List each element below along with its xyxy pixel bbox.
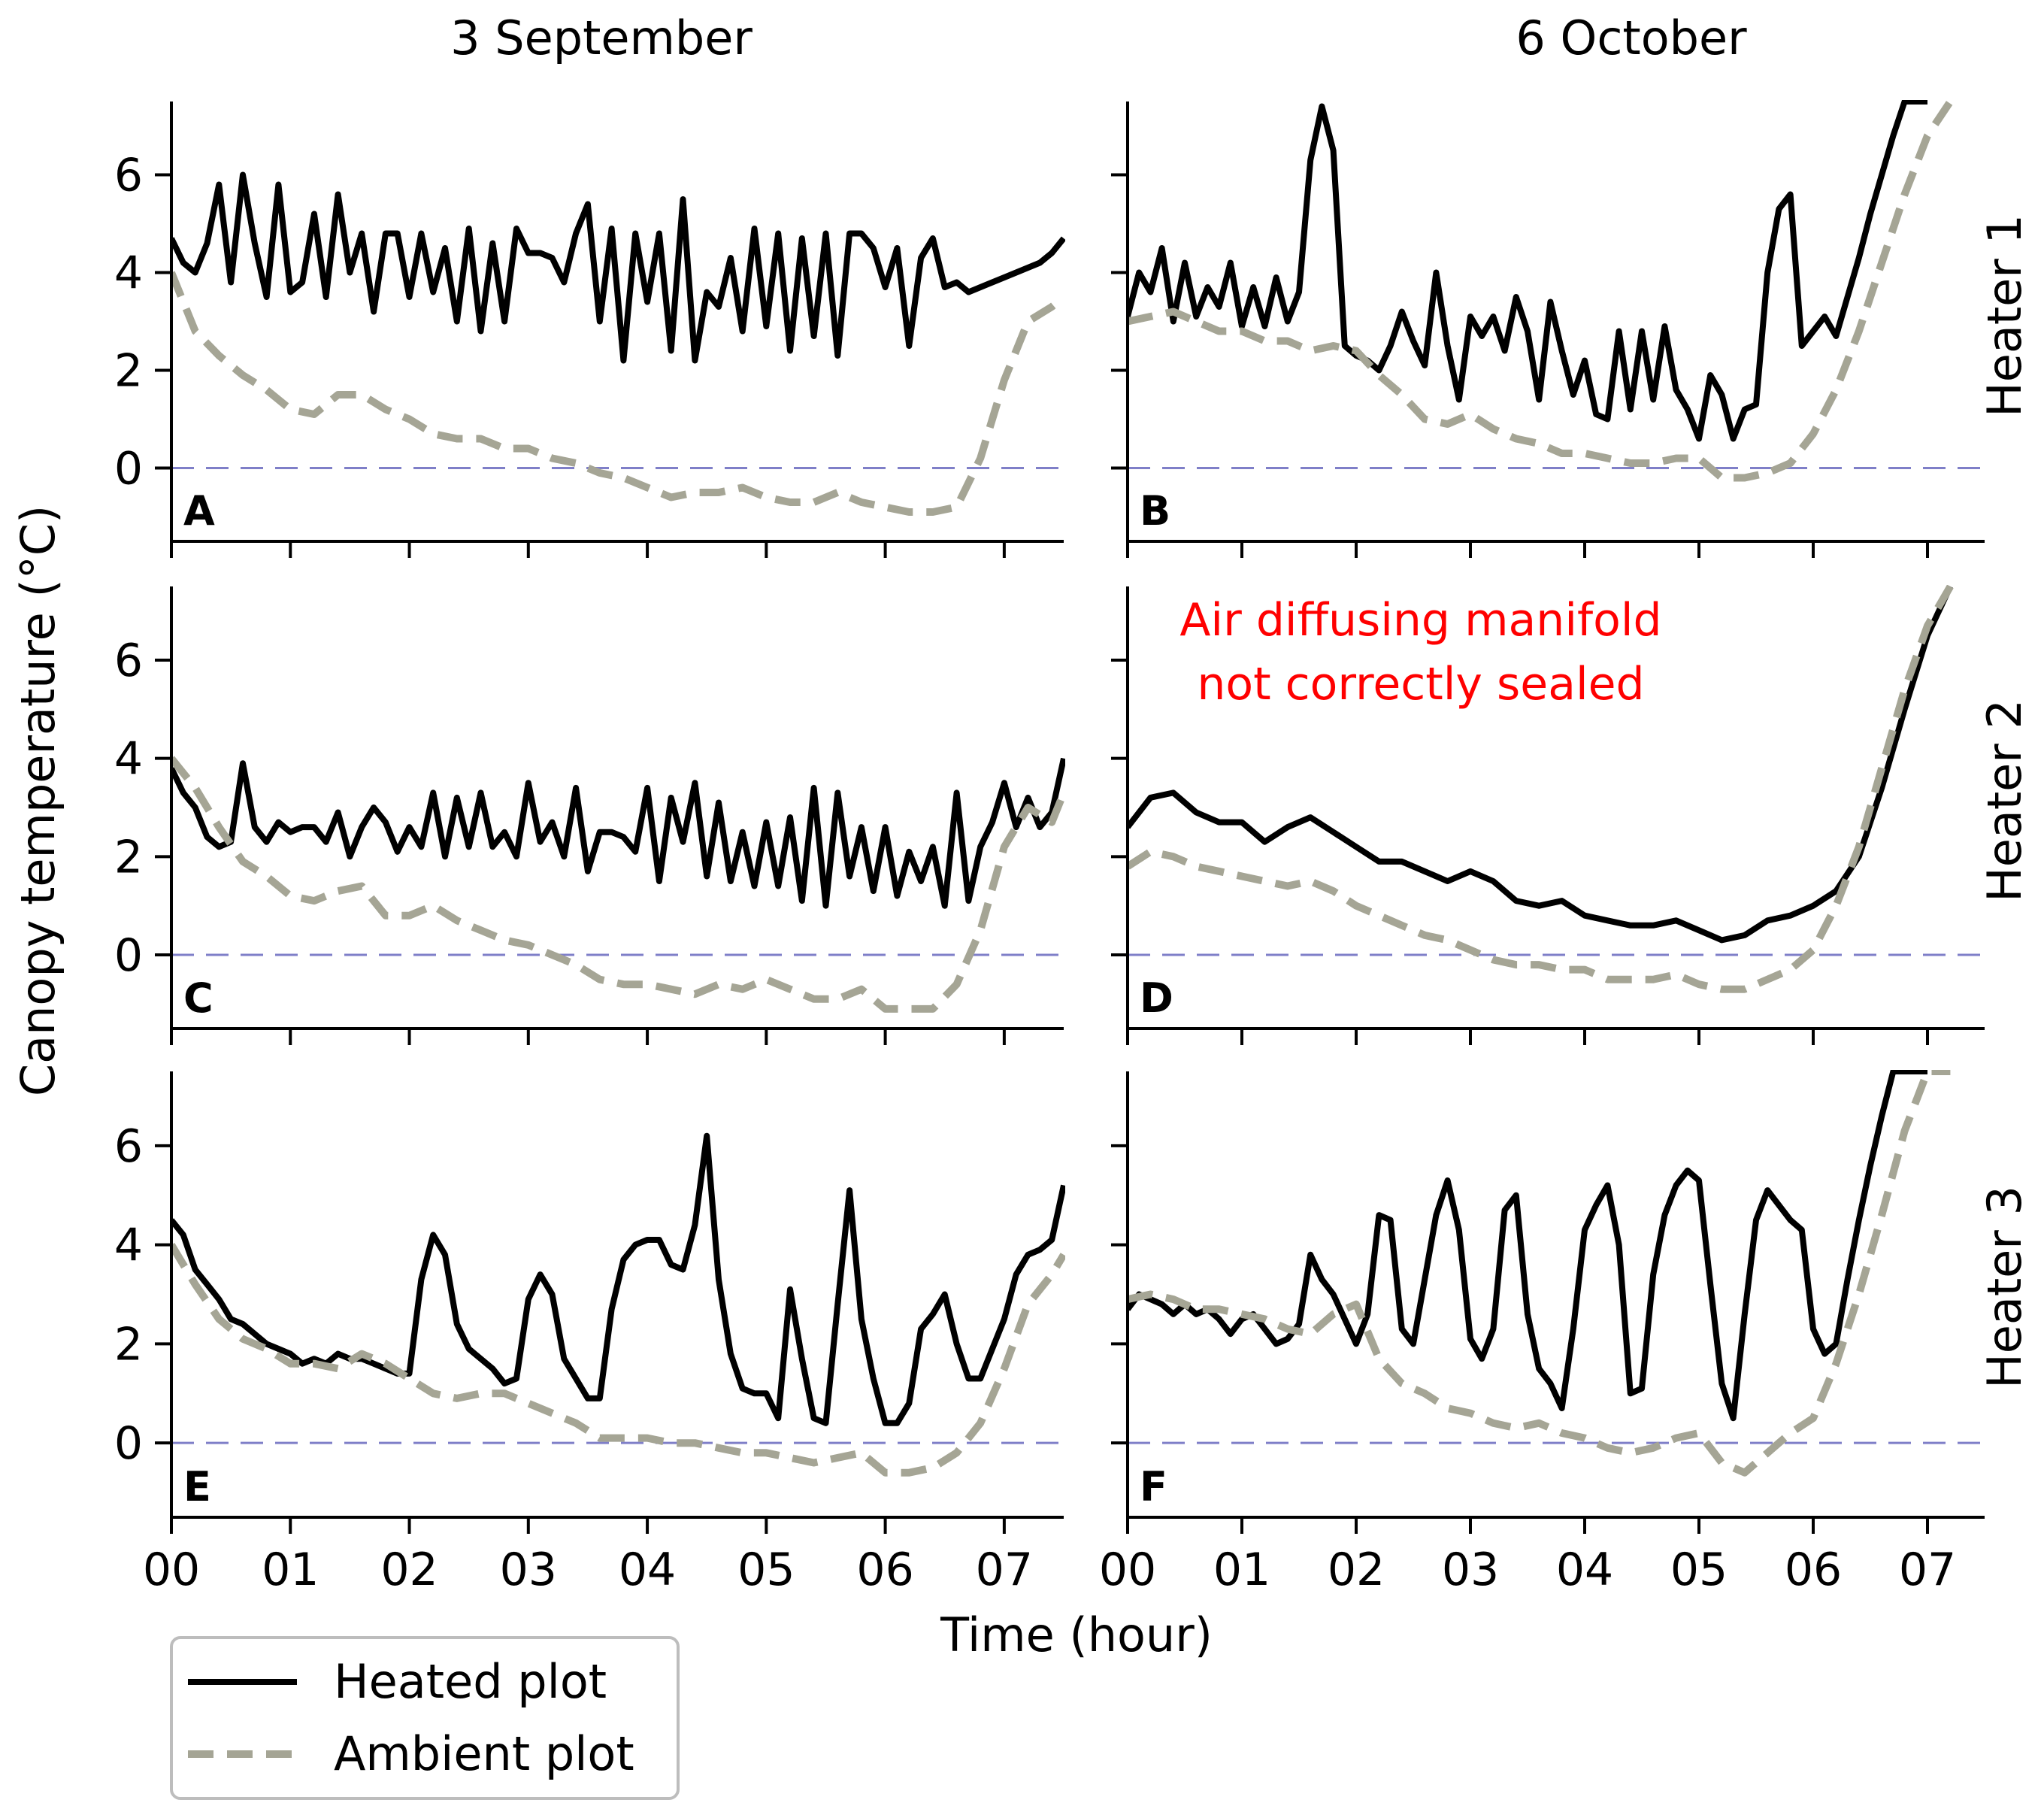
- x-tick-label: 04: [619, 1544, 676, 1596]
- x-tick-label: 00: [1099, 1544, 1156, 1596]
- series-line-heated: [171, 757, 1065, 909]
- column-title-left: 3 September: [450, 11, 752, 65]
- x-tick-label: 03: [1442, 1544, 1499, 1596]
- x-tick-label: 05: [737, 1544, 795, 1596]
- series-line-heated: [1128, 585, 1954, 944]
- panel-letter: F: [1140, 1463, 1167, 1510]
- x-tick-label: 04: [1556, 1544, 1613, 1596]
- x-axis-title: Time (hour): [940, 1607, 1213, 1662]
- y-tick-label: 4: [114, 1220, 143, 1272]
- panel-letter: D: [1140, 974, 1173, 1022]
- row-label-heater-2: Heater 2: [1977, 699, 2032, 902]
- y-axis-title: Canopy temperature (°C): [11, 505, 65, 1096]
- x-tick-label: 06: [1785, 1544, 1842, 1596]
- y-tick-label: 2: [114, 1318, 143, 1371]
- x-tick-label: 05: [1670, 1544, 1728, 1596]
- x-tick-label: 07: [1899, 1544, 1956, 1596]
- legend-label-heated: Heated plot: [334, 1654, 607, 1709]
- column-title-right: 6 October: [1516, 11, 1747, 65]
- y-tick-label: 6: [114, 1120, 143, 1173]
- series-line-ambient: [171, 1243, 1065, 1477]
- x-tick-label: 07: [976, 1544, 1033, 1596]
- series-line-heated: [171, 171, 1065, 364]
- x-tick-label: 03: [500, 1544, 557, 1596]
- legend: Heated plot Ambient plot: [170, 1636, 680, 1800]
- panel-f: 00 01 02 03 04 05 06 07 F: [1099, 1070, 1985, 1596]
- x-tick-label: 02: [1328, 1544, 1385, 1596]
- y-tick-label: 6: [114, 150, 143, 202]
- y-tick-label: 2: [114, 345, 143, 398]
- panel-letter: A: [183, 487, 215, 535]
- x-tick-label: 01: [1213, 1544, 1270, 1596]
- panel-letter: B: [1140, 487, 1170, 535]
- x-tick-label: 06: [856, 1544, 913, 1596]
- y-tick-label: 4: [114, 733, 143, 786]
- series-line-heated: [1128, 1070, 1927, 1422]
- x-tick-label: 01: [262, 1544, 319, 1596]
- panel-letter: C: [183, 974, 213, 1022]
- series-line-ambient: [1128, 1070, 1951, 1477]
- series-line-ambient: [171, 756, 1065, 1013]
- panel-a: 0 2 4 6 A: [114, 102, 1065, 558]
- y-tick-label: 0: [114, 929, 143, 982]
- legend-label-ambient: Ambient plot: [334, 1726, 634, 1781]
- legend-frame: [170, 1636, 680, 1800]
- y-tick-label: 4: [114, 247, 143, 300]
- panel-annotation-line-1: Air diffusing manifold: [1179, 594, 1661, 647]
- series-line-ambient: [1128, 585, 1954, 993]
- series-line-heated: [171, 1132, 1065, 1426]
- series-line-heated: [1128, 100, 1927, 442]
- panel-letter: E: [183, 1463, 211, 1510]
- row-label-heater-3: Heater 3: [1977, 1186, 2032, 1389]
- x-tick-label: 02: [380, 1544, 438, 1596]
- y-tick-label: 6: [114, 635, 143, 687]
- panel-d: D: [1111, 585, 1985, 1045]
- y-tick-label: 0: [114, 1417, 143, 1470]
- y-tick-label: 2: [114, 831, 143, 883]
- panel-annotation-line-2: not correctly sealed: [1197, 658, 1644, 711]
- y-tick-label: 0: [114, 443, 143, 495]
- x-tick-label: 00: [143, 1544, 200, 1596]
- series-line-ambient: [1128, 100, 1954, 482]
- panel-b: B: [1111, 100, 1985, 558]
- panel-c: 0 2 4 6 C: [114, 586, 1065, 1045]
- row-label-heater-1: Heater 1: [1977, 214, 2032, 417]
